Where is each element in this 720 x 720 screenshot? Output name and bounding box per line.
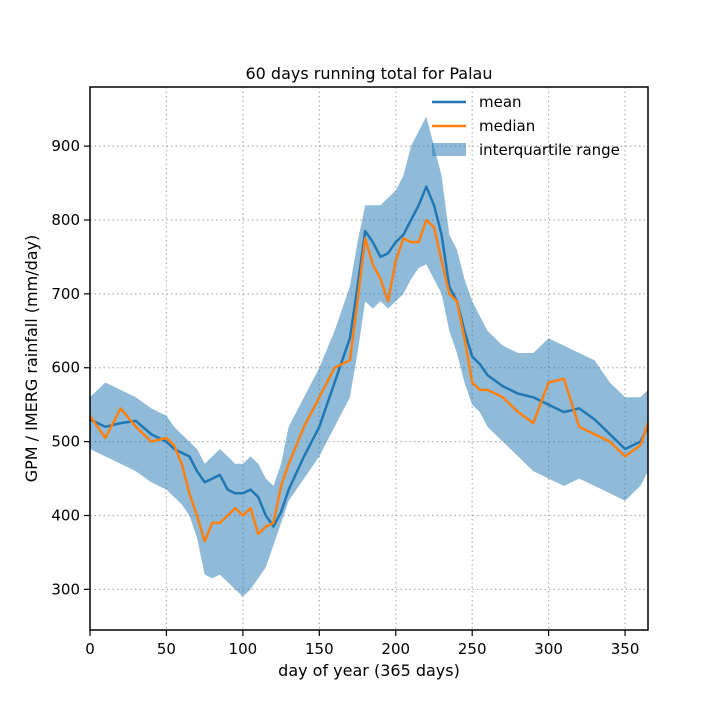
legend-mean-label: mean (479, 93, 522, 111)
x-tick-label-0: 0 (85, 640, 95, 658)
x-tick-label-200: 200 (381, 640, 410, 658)
median-line (88, 218, 650, 543)
y-tick-label-800: 800 (51, 211, 80, 229)
x-tick-label-300: 300 (534, 640, 563, 658)
y-tick-label-600: 600 (51, 359, 80, 377)
x-tick-label-50: 50 (157, 640, 176, 658)
ticks-layer: 0 50 100 150 200 250 300 350 300 400 500 600 700 800 9… (51, 137, 639, 658)
x-axis-label: day of year (365 days) (278, 661, 460, 680)
y-axis-label: GPM / IMERG rainfall (mm/day) (22, 235, 41, 483)
x-tick-label-100: 100 (229, 640, 258, 658)
legend-median-label: median (479, 117, 535, 135)
chart-title: 60 days running total for Palau (245, 64, 492, 83)
plot-frame (89, 86, 649, 631)
legend: mean median interquartile range (432, 93, 620, 159)
mean-line (89, 185, 650, 528)
y-tick-label-700: 700 (51, 285, 80, 303)
y-tick-label-300: 300 (51, 580, 80, 598)
x-tick-label-350: 350 (611, 640, 640, 658)
lines-layer (88, 185, 650, 543)
x-tick-label-150: 150 (305, 640, 334, 658)
y-tick-label-900: 900 (51, 137, 80, 155)
iqr-layer (90, 116, 648, 597)
legend-iqr-label: interquartile range (479, 141, 620, 159)
x-tick-label-250: 250 (458, 640, 487, 658)
legend-iqr-swatch (432, 143, 466, 156)
y-tick-label-500: 500 (51, 433, 80, 451)
iqr-band (90, 116, 648, 597)
y-tick-label-400: 400 (51, 506, 80, 524)
